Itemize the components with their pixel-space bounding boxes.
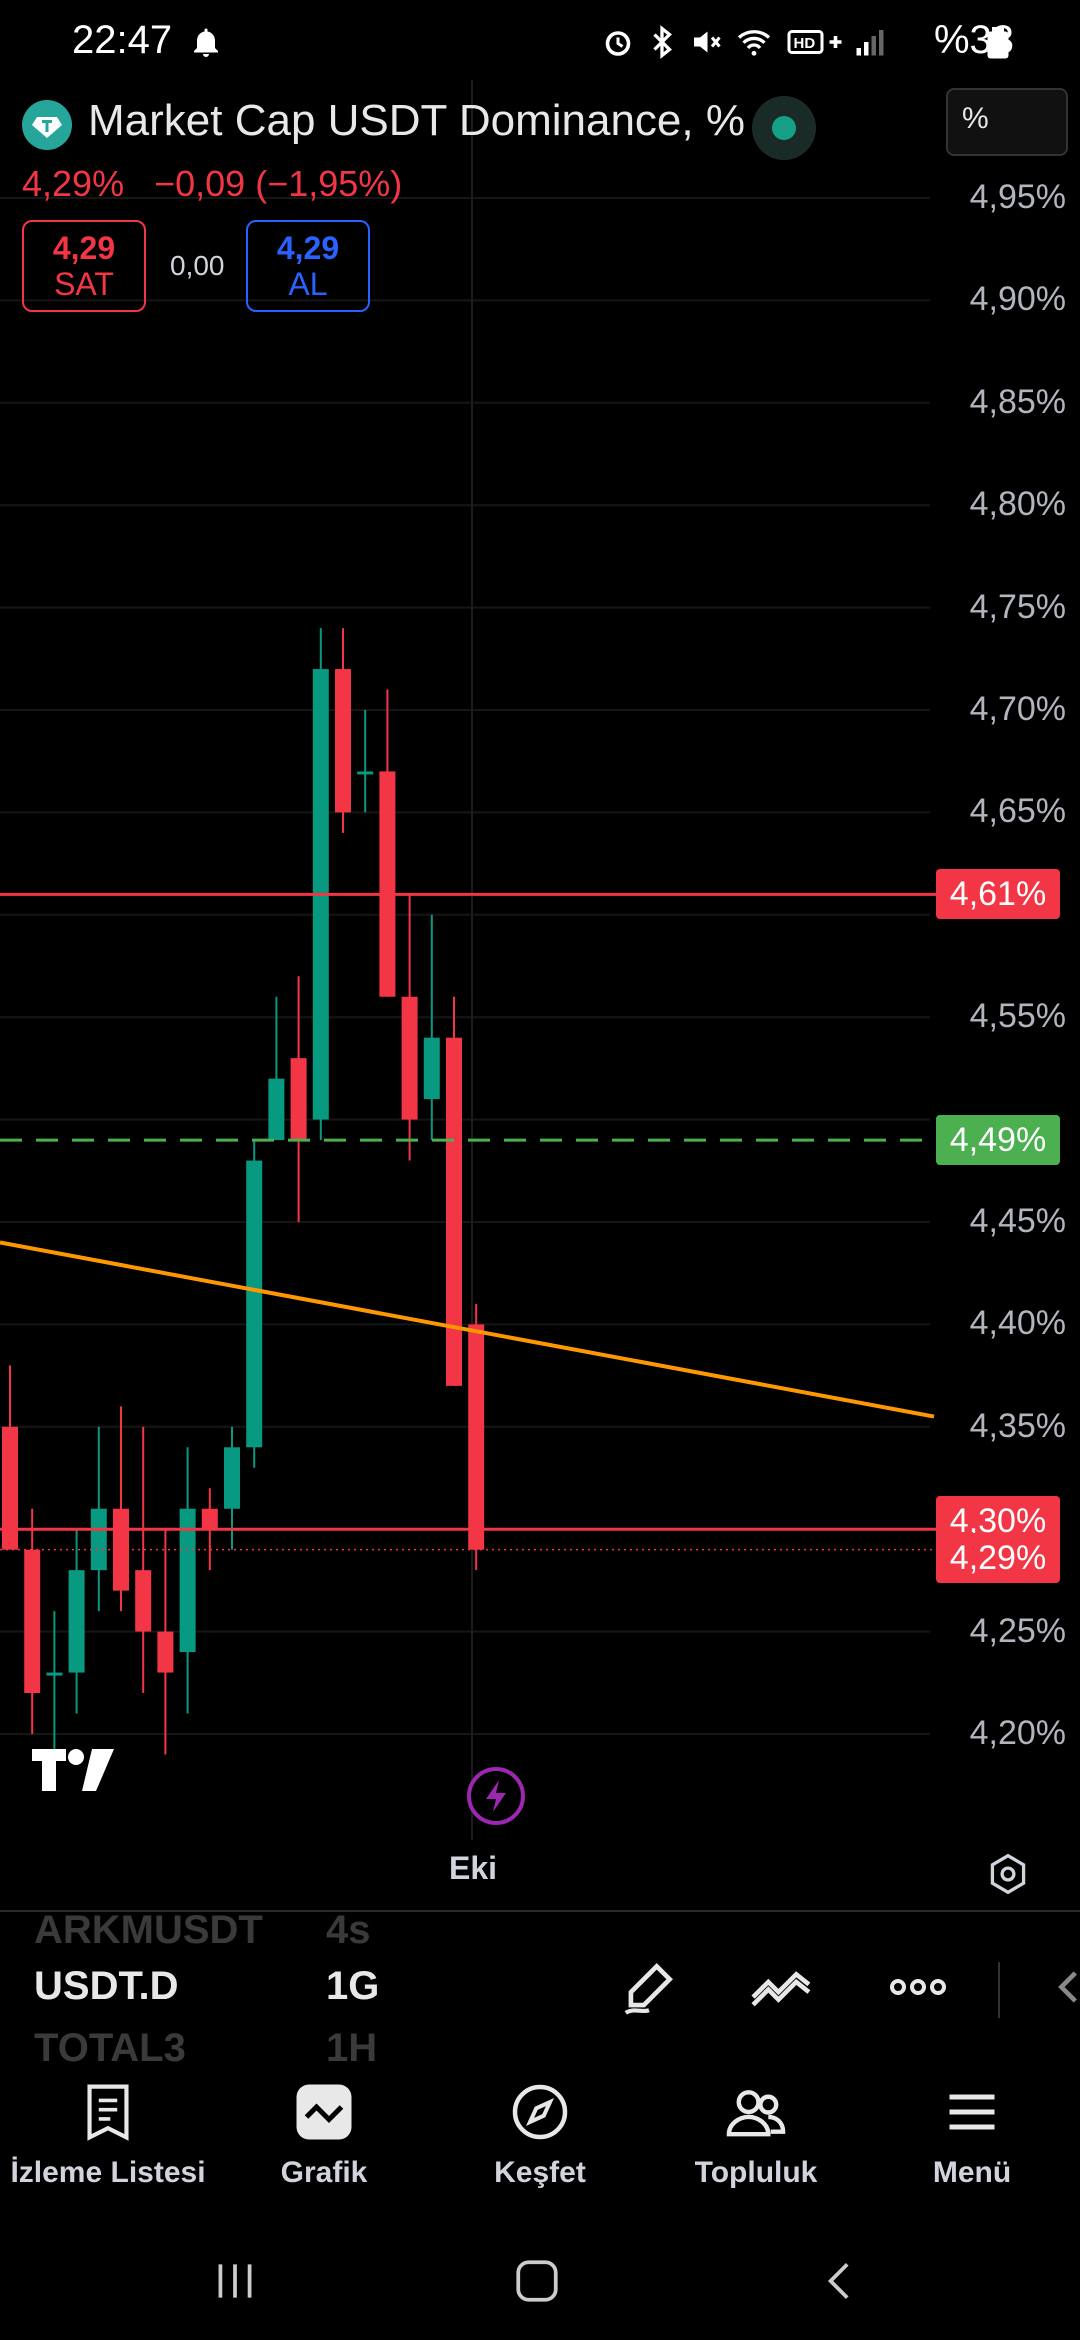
symbol-selector[interactable]: USDT.D [34,1964,179,2008]
price-axis-label: 4,45% [969,1202,1066,1240]
price-change: −0,09 [154,163,246,204]
candle-body [446,1037,462,1386]
indicators-icon[interactable] [748,1956,814,2018]
nav-explore[interactable]: Keşfet [432,2082,648,2190]
candle-body [268,1078,285,1141]
price-axis-label: 4,75% [969,587,1066,626]
price-axis-label: 4,85% [969,382,1066,421]
recent-apps-icon[interactable] [210,2256,260,2306]
system-navigation [0,2230,1080,2340]
candle-body [2,1426,18,1550]
bluetooth-icon [653,25,672,59]
chart-icon [296,2084,352,2140]
candle-body [201,1508,218,1530]
sell-button[interactable]: 4,29 SAT [22,220,146,312]
candle-body [468,1324,485,1550]
nav-label: Grafik [280,2156,368,2189]
chevron-left-icon[interactable] [1052,1956,1080,2018]
candle-body [379,771,396,997]
status-time: 22:47 [72,18,173,62]
community-icon [726,2090,786,2137]
tradingview-logo-icon[interactable] [30,1745,120,1795]
time-axis-label: Eki [448,1850,498,1886]
candle-body [179,1508,196,1653]
buy-price: 4,29 [276,230,340,266]
candle-body [423,1037,440,1100]
sell-price: 4,29 [52,230,116,266]
nav-menu[interactable]: Menü [864,2082,1080,2190]
candle-body [357,771,374,775]
timeframe-selector[interactable]: 1G [326,1964,380,2008]
compass-icon [512,2084,568,2140]
chart-area[interactable]: 4,95% 4,90% 4,85% 4,80% 4,75% 4,70% 4,65% 4,55%… [0,80,1080,1910]
alarm-icon [605,31,631,56]
candle-body [290,1058,307,1141]
buy-label: AL [288,266,328,302]
price-axis-label: 4,80% [969,485,1066,524]
toolbar-divider [998,1962,1000,2018]
price-axis-label: 4,40% [969,1304,1066,1343]
watchlist-icon [87,2084,129,2141]
nav-community[interactable]: Topluluk [648,2082,864,2190]
price-axis-label: 4,25% [969,1611,1066,1650]
candle-body [335,669,351,813]
svg-text:HD: HD [794,35,816,52]
timeframe-prev[interactable]: 4s [326,1908,371,1952]
price-change-line: 4,29% −0,09 (−1,95%) [22,163,402,205]
price-axis-label: 4,95% [969,178,1066,216]
sell-label: SAT [54,266,114,302]
status-bar: 22:47 HD %33 [0,0,1080,80]
nav-label: Keşfet [494,2156,586,2189]
menu-icon [949,2094,995,2130]
more-options-icon[interactable] [888,1956,948,2018]
lightning-icon[interactable] [466,1766,526,1826]
mute-icon [694,31,721,53]
symbol-title[interactable]: Market Cap USDT Dominance, % [88,96,745,145]
trend-line [0,1240,935,1419]
nav-label: Topluluk [694,2156,818,2189]
battery-icon [987,27,1009,59]
tether-logo-icon [22,100,72,150]
spread-value: 0,00 [170,250,225,281]
back-icon[interactable] [816,2256,866,2306]
symbol-prev[interactable]: ARKMUSDT [34,1908,263,1952]
home-icon[interactable] [512,2256,562,2306]
bell-icon [194,28,218,57]
candle-body [68,1570,85,1673]
price-tag: 4,29% [936,1532,1060,1583]
price-axis-label: 4,90% [969,280,1066,319]
last-price: 4,29% [22,163,125,204]
nav-chart[interactable]: Grafik [216,2082,432,2190]
price-chart[interactable] [0,80,1080,1910]
unit-selector[interactable]: % [946,88,1068,156]
market-status-icon[interactable] [752,96,816,160]
candle-body [46,1672,63,1676]
candle-body [90,1508,107,1571]
buy-button[interactable]: 4,29 AL [246,220,370,312]
price-axis-label: 4,35% [969,1406,1066,1445]
price-axis-label: 4,65% [969,792,1066,831]
candle-body [246,1160,263,1448]
price-tag: 4,61% [936,869,1060,920]
price-axis-label: 4,70% [969,690,1066,728]
hd-plus-icon: HD [787,30,842,54]
candle-body [157,1631,174,1673]
wifi-icon [737,30,771,56]
nav-label: İzleme Listesi [10,2156,206,2189]
nav-label: Menü [932,2156,1012,2189]
nav-watchlist[interactable]: İzleme Listesi [0,2082,216,2190]
candle-body [224,1447,240,1509]
price-axis-label: 4,55% [969,997,1066,1036]
chart-toolbar: ARKMUSDT 4s USDT.D 1G TOTAL3 1H [0,1908,1080,2070]
price-axis-label: 4,20% [969,1714,1066,1752]
candle-body [135,1570,152,1632]
price-tag: 4,49% [936,1115,1060,1166]
bottom-navigation: İzleme Listesi Grafik Keşfet Topluluk Me… [0,2062,1080,2230]
draw-pencil-icon[interactable] [618,1956,680,2018]
chart-settings-icon[interactable] [986,1852,1030,1896]
price-change-percent: (−1,95%) [255,163,403,204]
signal-icon [856,30,884,56]
candle-body [401,996,418,1120]
candle-body [24,1549,41,1694]
